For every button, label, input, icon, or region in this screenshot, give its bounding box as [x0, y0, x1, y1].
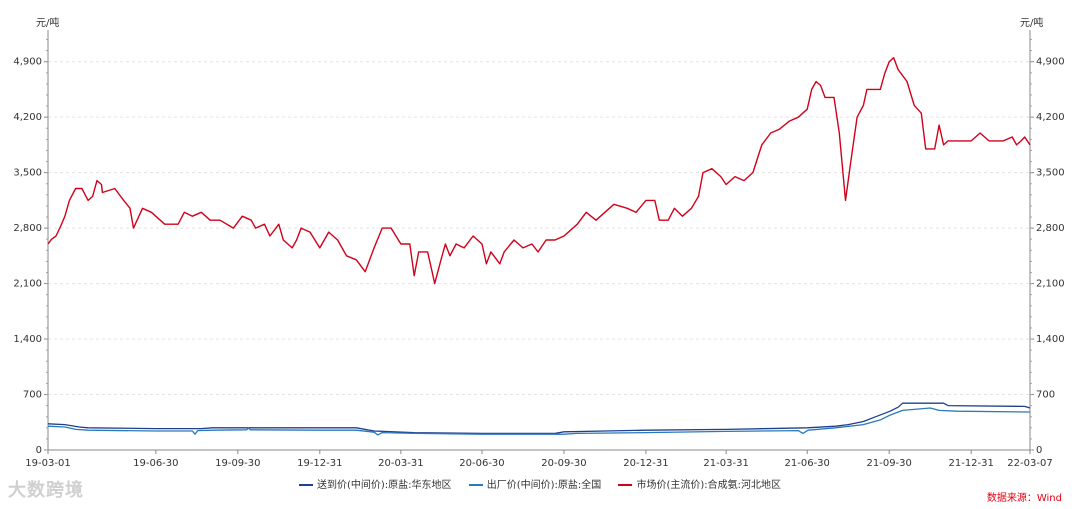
x-tick-label: 21-09-30 [867, 458, 912, 469]
left-unit-label: 元/吨 [36, 16, 59, 29]
legend: 送到价(中间价):原盐:华东地区 出厂价(中间价):原盐:全国 市场价(主流价)… [0, 476, 1080, 491]
right-unit-label: 元/吨 [1020, 16, 1043, 29]
tick-labels: 0 0 700 700 1,400 1,400 2,100 2,100 2,800 2,800 3,… [13, 57, 1064, 469]
y-tick-label-left: 700 [23, 390, 42, 401]
watermark-logo: 大数跨境 [8, 476, 84, 502]
watermark-text: 大数跨境 [8, 480, 84, 501]
y-tick-label-right: 4,200 [1036, 112, 1065, 123]
y-tick-label-left: 2,800 [13, 223, 42, 234]
legend-item-delivered-price: 送到价(中间价):原盐:华东地区 [298, 476, 452, 491]
y-tick-label-left: 2,100 [13, 279, 42, 290]
x-tick-label: 21-03-31 [703, 458, 748, 469]
y-tick-label-right: 1,400 [1036, 334, 1065, 345]
x-tick-label: 19-09-30 [215, 458, 260, 469]
x-tick-label: 20-12-31 [623, 458, 668, 469]
legend-item-ammonia-price: 市场价(主流价):合成氨:河北地区 [618, 476, 781, 491]
y-tick-label-right: 700 [1036, 390, 1055, 401]
y-tick-label-right: 2,100 [1036, 279, 1065, 290]
x-tick-label: 19-12-31 [297, 458, 342, 469]
y-tick-label-right: 0 [1036, 445, 1042, 456]
x-tick-label: 21-12-31 [948, 458, 993, 469]
series-line-2 [47, 407, 1031, 436]
y-tick-label-right: 2,800 [1036, 223, 1065, 234]
x-tick-label: 22-03-07 [1007, 458, 1052, 469]
y-tick-label-left: 3,500 [13, 168, 42, 179]
legend-swatch-factory-price [468, 484, 483, 486]
grid-lines [44, 39, 1034, 454]
legend-item-factory-price: 出厂价(中间价):原盐:全国 [468, 476, 602, 491]
x-tick-label: 20-09-30 [541, 458, 586, 469]
chart-canvas: 元/吨 元/吨 0 0 700 700 1,400 1,400 2,100 2,100 2,80… [13, 16, 1064, 469]
series-line-1 [47, 402, 1031, 435]
y-tick-label-right: 4,900 [1036, 57, 1065, 68]
x-tick-label: 20-06-30 [459, 458, 504, 469]
x-tick-label: 19-03-01 [25, 458, 70, 469]
y-tick-label-left: 0 [36, 445, 42, 456]
series-lines [47, 57, 1031, 436]
legend-swatch-delivered-price [298, 484, 313, 486]
series-line-3 [47, 57, 1031, 285]
x-tick-label: 20-03-31 [378, 458, 423, 469]
axes [47, 30, 1031, 451]
y-tick-label-left: 4,200 [13, 112, 42, 123]
x-tick-label: 21-06-30 [785, 458, 830, 469]
legend-label-factory-price: 出厂价(中间价):原盐:全国 [486, 480, 602, 491]
y-tick-label-right: 3,500 [1036, 168, 1065, 179]
y-tick-label-left: 4,900 [13, 57, 42, 68]
y-tick-label-left: 1,400 [13, 334, 42, 345]
x-tick-label: 19-06-30 [133, 458, 178, 469]
legend-swatch-ammonia-price [618, 484, 633, 486]
legend-label-delivered-price: 送到价(中间价):原盐:华东地区 [316, 480, 452, 491]
data-source-note: 数据来源：Wind [986, 493, 1062, 504]
legend-label-ammonia-price: 市场价(主流价):合成氨:河北地区 [636, 480, 781, 491]
